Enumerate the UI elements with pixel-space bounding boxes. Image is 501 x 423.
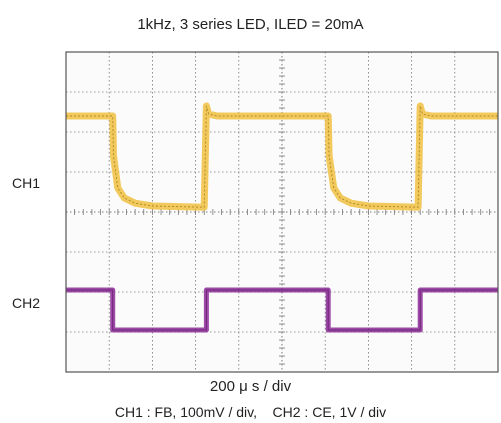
scope-grid	[65, 51, 499, 373]
scope-traces	[66, 102, 498, 333]
trace-ch2	[66, 289, 498, 331]
chart-title: 1kHz, 3 series LED, ILED = 20mA	[137, 16, 364, 33]
channel-scale-footer: CH1 : FB, 100mV / div, CH2 : CE, 1V / di…	[114, 404, 387, 420]
ch1-label: CH1	[12, 175, 41, 191]
timebase-label: 200 μ s / div	[209, 378, 292, 395]
ch2-label: CH2	[12, 295, 41, 311]
trace-ch1	[66, 105, 498, 208]
scope-border	[65, 51, 499, 373]
